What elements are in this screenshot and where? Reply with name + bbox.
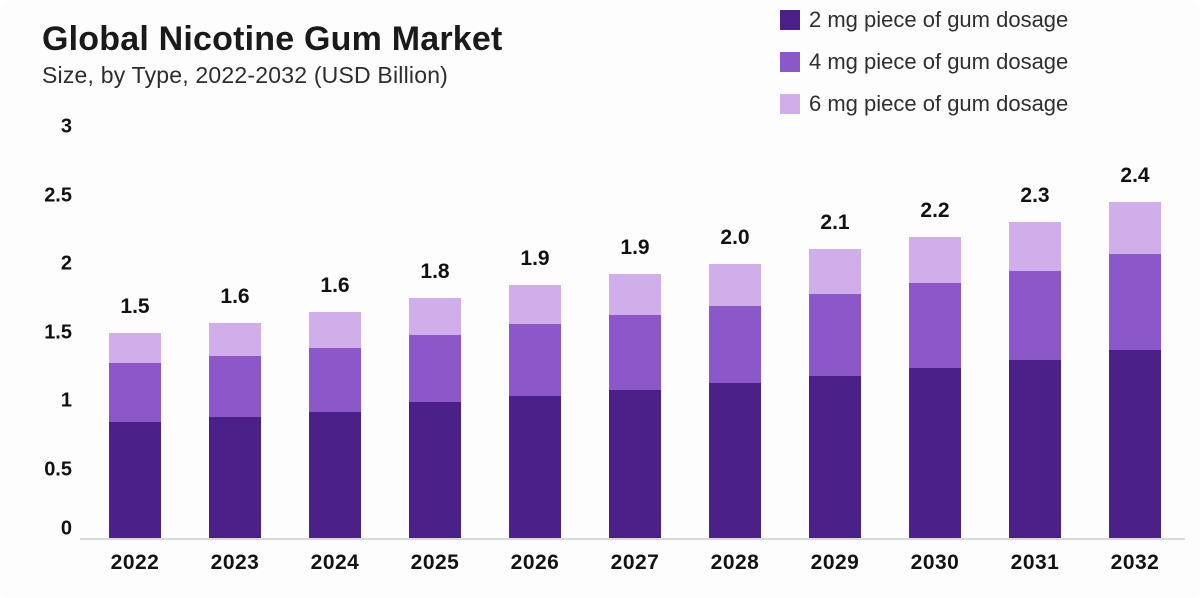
bar-total-label: 2.3 <box>1020 183 1050 207</box>
legend-swatch-4mg-icon <box>780 51 800 72</box>
legend-swatch-2mg-icon <box>780 9 800 30</box>
bar-total-label: 1.6 <box>220 284 250 308</box>
bar-group-2031: 2.3 2031 <box>985 0 1085 598</box>
bar-segment-6mg <box>1109 202 1161 255</box>
bar-segment-2mg <box>609 390 661 538</box>
legend: 2 mg piece of gum dosage 4 mg piece of g… <box>780 6 1068 132</box>
x-tick-label: 2023 <box>210 551 260 574</box>
bar-group-2023: 1.6 2023 <box>185 0 285 598</box>
bar-segment-2mg <box>409 402 461 538</box>
y-tick-label: 0 <box>60 517 72 540</box>
bar-segment-6mg <box>309 311 361 348</box>
bar-segment-6mg <box>509 284 561 325</box>
legend-label-2mg: 2 mg piece of gum dosage <box>809 6 1069 32</box>
x-tick-label: 2027 <box>610 551 660 574</box>
bar-segment-4mg <box>209 355 261 418</box>
x-tick-label: 2022 <box>110 551 160 574</box>
bar-segment-2mg <box>809 376 861 538</box>
bar-segment-2mg <box>909 368 961 538</box>
legend-swatch-6mg-icon <box>780 93 800 114</box>
bar-group-2025: 1.8 2025 <box>385 0 485 598</box>
bar-group-2028: 2.0 2028 <box>685 0 785 598</box>
y-axis: 0 0.5 1 1.5 2 2.5 3 <box>0 0 72 598</box>
bar-segment-4mg <box>409 335 461 403</box>
bar-segment-4mg <box>509 324 561 396</box>
bar-total-label: 1.5 <box>120 294 150 318</box>
bar-group-2027: 1.9 2027 <box>585 0 685 598</box>
bar-segment-6mg <box>409 298 461 336</box>
bar-segment-4mg <box>709 306 761 384</box>
bar-total-label: 2.4 <box>1120 164 1150 188</box>
bar-segment-6mg <box>209 322 261 356</box>
chart-title: Global Nicotine Gum Market <box>42 20 503 58</box>
bar-total-label: 1.8 <box>420 260 450 284</box>
bar-segment-6mg <box>109 332 161 363</box>
y-tick-label: 1 <box>60 389 72 412</box>
bar-group-2022: 1.5 2022 <box>85 0 185 598</box>
bar-segment-2mg <box>1109 350 1161 538</box>
x-tick-label: 2026 <box>510 551 560 574</box>
bar-total-label: 2.2 <box>920 198 950 222</box>
bar-group-2024: 1.6 2024 <box>285 0 385 598</box>
bar-group-2032: 2.4 2032 <box>1085 0 1185 598</box>
legend-label-4mg: 4 mg piece of gum dosage <box>809 48 1069 74</box>
bar-segment-4mg <box>1009 270 1061 360</box>
bar-segment-2mg <box>1009 359 1061 538</box>
bar-group-2026: 1.9 2026 <box>485 0 585 598</box>
bar-total-label: 2.0 <box>720 226 750 249</box>
bar-segment-2mg <box>309 411 361 538</box>
bar-segment-2mg <box>509 395 561 538</box>
bar-group-2030: 2.2 2030 <box>885 0 985 598</box>
y-tick-label: 2 <box>60 252 72 275</box>
bar-segment-6mg <box>609 273 661 315</box>
bar-segment-2mg <box>109 421 161 538</box>
bar-segment-2mg <box>709 383 761 538</box>
y-tick-label: 2.5 <box>44 184 72 206</box>
bar-total-label: 1.9 <box>620 235 650 259</box>
y-tick-label: 3 <box>60 115 72 138</box>
legend-item-6mg: 6 mg piece of gum dosage <box>780 90 1068 117</box>
bar-segment-4mg <box>909 283 961 369</box>
bar-segment-6mg <box>909 236 961 284</box>
x-tick-label: 2029 <box>810 551 860 574</box>
legend-item-2mg: 2 mg piece of gum dosage <box>780 6 1068 33</box>
bar-segment-4mg <box>109 362 161 422</box>
legend-label-6mg: 6 mg piece of gum dosage <box>809 90 1069 116</box>
x-tick-label: 2032 <box>1110 551 1160 574</box>
bar-segment-4mg <box>609 314 661 391</box>
bar-segment-4mg <box>309 347 361 412</box>
x-axis-line <box>80 538 1185 540</box>
bar-segment-6mg <box>809 248 861 295</box>
bar-total-label: 1.9 <box>520 246 550 270</box>
x-tick-label: 2025 <box>410 551 460 574</box>
x-tick-label: 2024 <box>310 551 360 574</box>
x-tick-label: 2031 <box>1010 551 1060 574</box>
x-tick-label: 2030 <box>910 551 960 574</box>
x-tick-label: 2028 <box>710 551 760 574</box>
bar-segment-4mg <box>1109 254 1161 351</box>
bar-segment-4mg <box>809 294 861 377</box>
bar-group-2029: 2.1 2029 <box>785 0 885 598</box>
y-tick-label: 0.5 <box>44 458 72 480</box>
bar-segment-6mg <box>709 264 761 307</box>
bar-segment-2mg <box>209 417 261 538</box>
plot-area: 1.5 2022 1.6 2023 1.6 2024 1.8 2025 1.9 2026 1.9 20… <box>85 0 1185 598</box>
legend-item-4mg: 4 mg piece of gum dosage <box>780 48 1068 75</box>
chart-subtitle: Size, by Type, 2022-2032 (USD Billion) <box>42 62 449 88</box>
y-tick-label: 1.5 <box>44 321 72 343</box>
bar-total-label: 2.1 <box>820 210 850 234</box>
bar-total-label: 1.6 <box>320 273 350 297</box>
bar-segment-6mg <box>1009 221 1061 271</box>
